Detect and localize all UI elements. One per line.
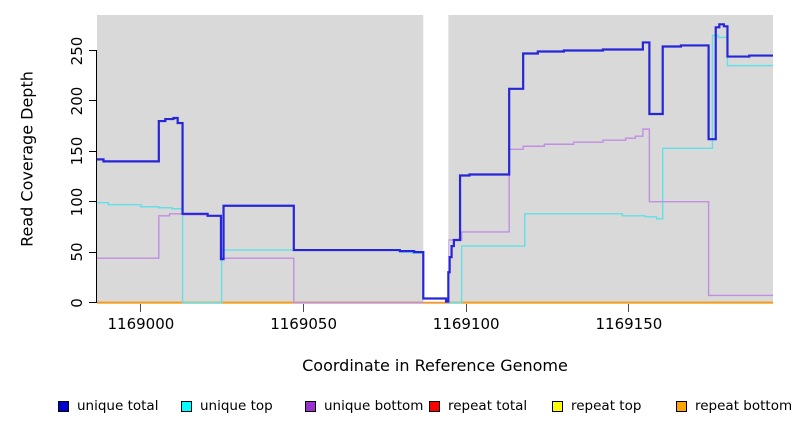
masked-region [423, 15, 449, 302]
legend-item-unique-bottom: unique bottom [305, 397, 423, 415]
x-tick-label: 1169050 [270, 315, 337, 333]
coverage-lines-svg [97, 15, 773, 304]
legend-item-repeat-bottom: repeat bottom [676, 397, 792, 415]
x-tick [303, 304, 305, 312]
y-tick-label: 50 [68, 242, 86, 262]
x-tick-label: 1169000 [107, 315, 175, 333]
y-tick [89, 150, 97, 152]
legend-swatch-repeat-bottom [676, 400, 687, 412]
legend-label: repeat bottom [695, 398, 792, 414]
x-tick [628, 304, 630, 312]
legend-item-unique-top: unique top [181, 397, 273, 415]
legend-label: unique top [200, 398, 273, 414]
y-tick [89, 50, 97, 51]
y-tick-label: 0 [68, 297, 86, 308]
x-tick [140, 304, 142, 312]
legend-item-repeat-total: repeat total [429, 397, 527, 415]
legend: unique total unique top unique bottom repea… [0, 397, 792, 419]
y-tick [89, 302, 97, 303]
legend-swatch-unique-bottom [305, 400, 316, 412]
y-tick-label: 150 [68, 136, 86, 166]
legend-item-unique-total: unique total [58, 397, 158, 415]
x-axis-title: Coordinate in Reference Genome [302, 356, 568, 375]
y-tick-label: 100 [68, 187, 86, 217]
legend-label: unique bottom [324, 398, 424, 414]
legend-swatch-repeat-top [552, 400, 563, 412]
unique-total-line [97, 23, 773, 303]
y-tick [89, 100, 97, 102]
x-tick [465, 304, 467, 312]
legend-swatch-unique-top [181, 400, 192, 412]
legend-swatch-unique-total [58, 400, 69, 412]
plot-area [97, 15, 773, 304]
x-tick-label: 1169100 [432, 315, 500, 333]
y-axis-line [96, 50, 97, 303]
y-tick-label: 250 [68, 36, 86, 65]
x-tick-label: 1169150 [595, 315, 663, 333]
legend-item-repeat-top: repeat top [552, 397, 641, 415]
y-tick [89, 201, 97, 203]
legend-label: repeat top [571, 398, 642, 414]
y-tick [89, 251, 97, 253]
y-axis-title: Read Coverage Depth [17, 71, 37, 247]
legend-swatch-repeat-total [429, 400, 440, 412]
legend-label: unique total [77, 398, 159, 414]
legend-label: repeat total [448, 398, 528, 414]
y-tick-label: 200 [68, 86, 86, 116]
